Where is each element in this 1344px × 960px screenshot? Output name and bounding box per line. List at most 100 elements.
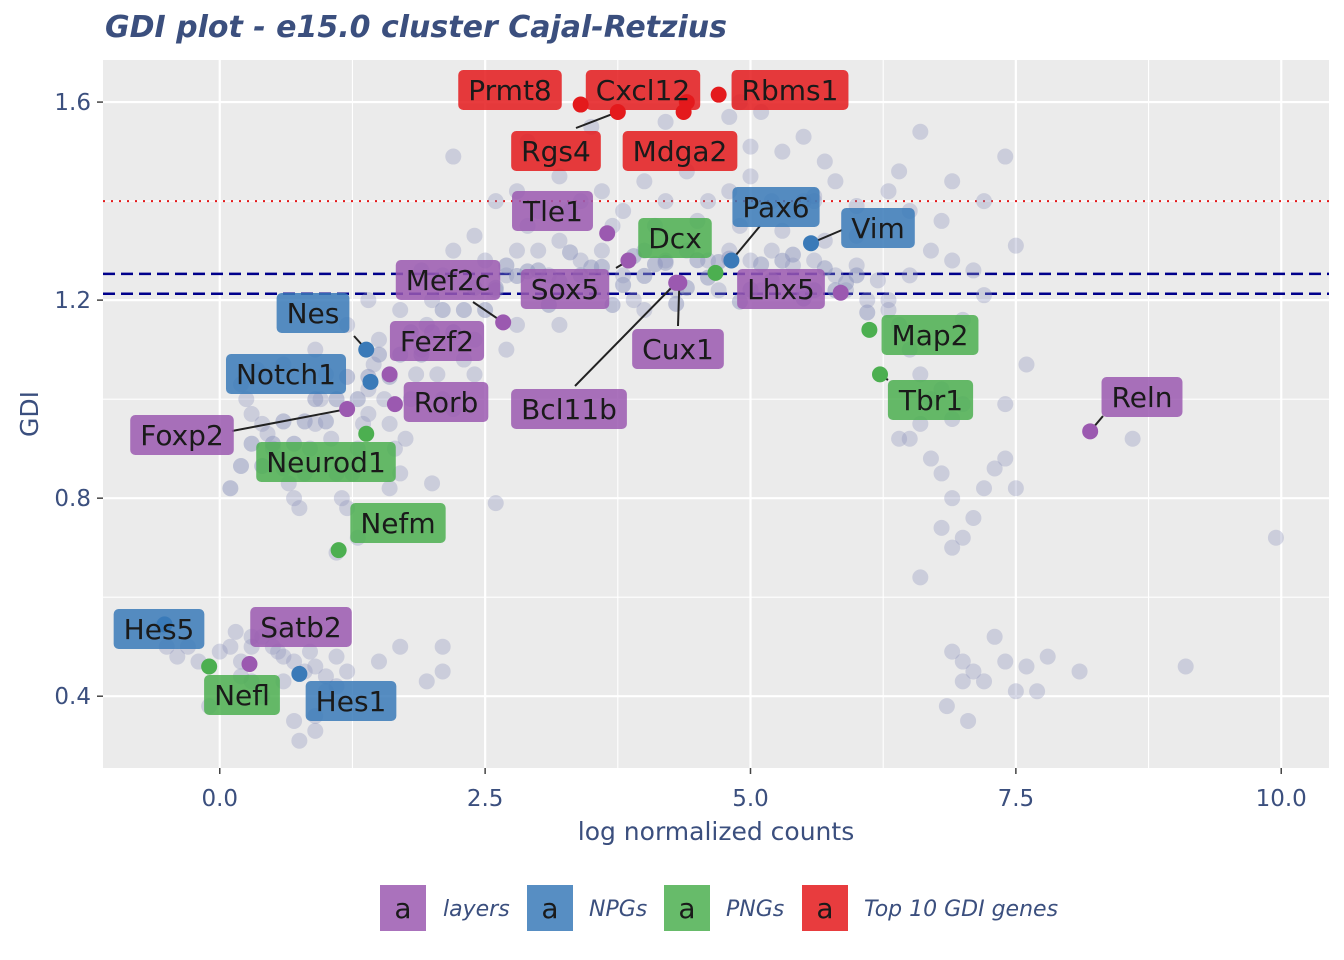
gene-point (349, 391, 366, 408)
gene-point (976, 673, 993, 690)
point-nefl (201, 658, 218, 675)
gene-point (222, 480, 239, 497)
gene-point (370, 331, 387, 348)
x-tick-label: 5.0 (732, 786, 769, 812)
label-text: Mdga2 (633, 135, 728, 168)
grid-lines (103, 60, 1329, 768)
point-satb2 (241, 656, 258, 673)
label-foxp2: Foxp2 (130, 415, 234, 455)
label-hes5: Hes5 (113, 609, 205, 649)
label-box (1101, 377, 1183, 417)
gene-point (901, 267, 918, 284)
gene-point (551, 316, 568, 333)
gene-point (848, 267, 865, 284)
gene-point (1124, 430, 1141, 447)
gene-point (944, 173, 961, 190)
label-text: Hes5 (124, 613, 195, 646)
gene-point (370, 346, 387, 363)
label-box (638, 218, 712, 258)
legend-label: NPGs (589, 897, 647, 922)
gene-point (434, 663, 451, 680)
label-box (403, 382, 489, 422)
x-tick-label: 0.0 (201, 786, 238, 812)
gene-point (944, 252, 961, 269)
gene-point (636, 302, 653, 319)
gene-point (954, 653, 971, 670)
label-box (511, 389, 627, 429)
label-rorb: Rorb (403, 382, 489, 422)
gene-point (753, 256, 770, 273)
gene-point (668, 295, 685, 312)
gene-point (922, 450, 939, 467)
label-mdga2: Mdga2 (622, 131, 738, 171)
gene-point (530, 242, 547, 259)
point-nefm (330, 542, 347, 559)
gene-point (370, 653, 387, 670)
gene-point (997, 653, 1014, 670)
gene-point (997, 450, 1014, 467)
label-box (389, 321, 485, 361)
gene-point (960, 712, 977, 729)
point-dcx (707, 264, 724, 281)
gene-point (710, 282, 727, 299)
label-nefl: Nefl (204, 675, 280, 715)
gene-point (333, 490, 350, 507)
y-tick-label: 1.2 (54, 288, 91, 314)
label-box (622, 131, 738, 171)
gene-point (307, 341, 324, 358)
label-rbms1: Rbms1 (731, 70, 849, 110)
gene-point (392, 302, 409, 319)
legend-label: Top 10 GDI genes (864, 897, 1058, 922)
label-fezf2: Fezf2 (389, 321, 485, 361)
gene-point (742, 138, 759, 155)
point-hes1 (291, 665, 308, 682)
gene-point (270, 643, 287, 660)
gene-point (615, 276, 632, 293)
gene-point (976, 287, 993, 304)
gene-point (912, 123, 929, 140)
point-rorb (386, 396, 403, 413)
gene-point (487, 193, 504, 210)
gene-point (763, 242, 780, 259)
gene-point (434, 302, 451, 319)
gene-point (1007, 237, 1024, 254)
label-nefm: Nefm (350, 503, 446, 543)
label-reln: Reln (1101, 377, 1183, 417)
gene-point (562, 244, 579, 261)
gene-point (997, 148, 1014, 165)
gene-point (1007, 480, 1024, 497)
label-box (225, 354, 347, 394)
gene-point (986, 460, 1003, 477)
gene-point (859, 292, 876, 309)
label-text: Pax6 (742, 191, 809, 224)
gene-point (933, 519, 950, 536)
gene-point (938, 698, 955, 715)
gene-point (392, 465, 409, 482)
gene-point (657, 193, 674, 210)
chart-title: GDI plot - e15.0 cluster Cajal-Retzius (105, 10, 727, 45)
gene-point (827, 173, 844, 190)
gene-point (508, 242, 525, 259)
gene-point (1007, 683, 1024, 700)
gene-point (360, 406, 377, 422)
gene-point (424, 475, 441, 492)
label-text: Vim (851, 212, 905, 245)
label-text: Fezf2 (400, 325, 474, 358)
gene-point (615, 203, 632, 220)
gene-point (445, 148, 462, 165)
point-fezf2 (381, 366, 398, 383)
gene-point (901, 430, 918, 447)
label-text: Rgs4 (521, 135, 591, 168)
label-box (732, 187, 820, 227)
axis-ticks: 0.0 2.5 5.0 7.5 10.0 0.4 0.8 1.2 1.6 (54, 90, 1306, 812)
gene-point (1267, 529, 1284, 546)
point-prmt8 (572, 96, 589, 113)
x-tick-label: 2.5 (467, 786, 504, 812)
label-text: Mef2c (406, 264, 490, 297)
legend-swatch (380, 885, 426, 931)
gene-point (445, 242, 462, 259)
gene-point (986, 628, 1003, 645)
gene-point (307, 658, 324, 675)
gene-point (880, 183, 897, 200)
label-text: Lhx5 (747, 273, 815, 306)
